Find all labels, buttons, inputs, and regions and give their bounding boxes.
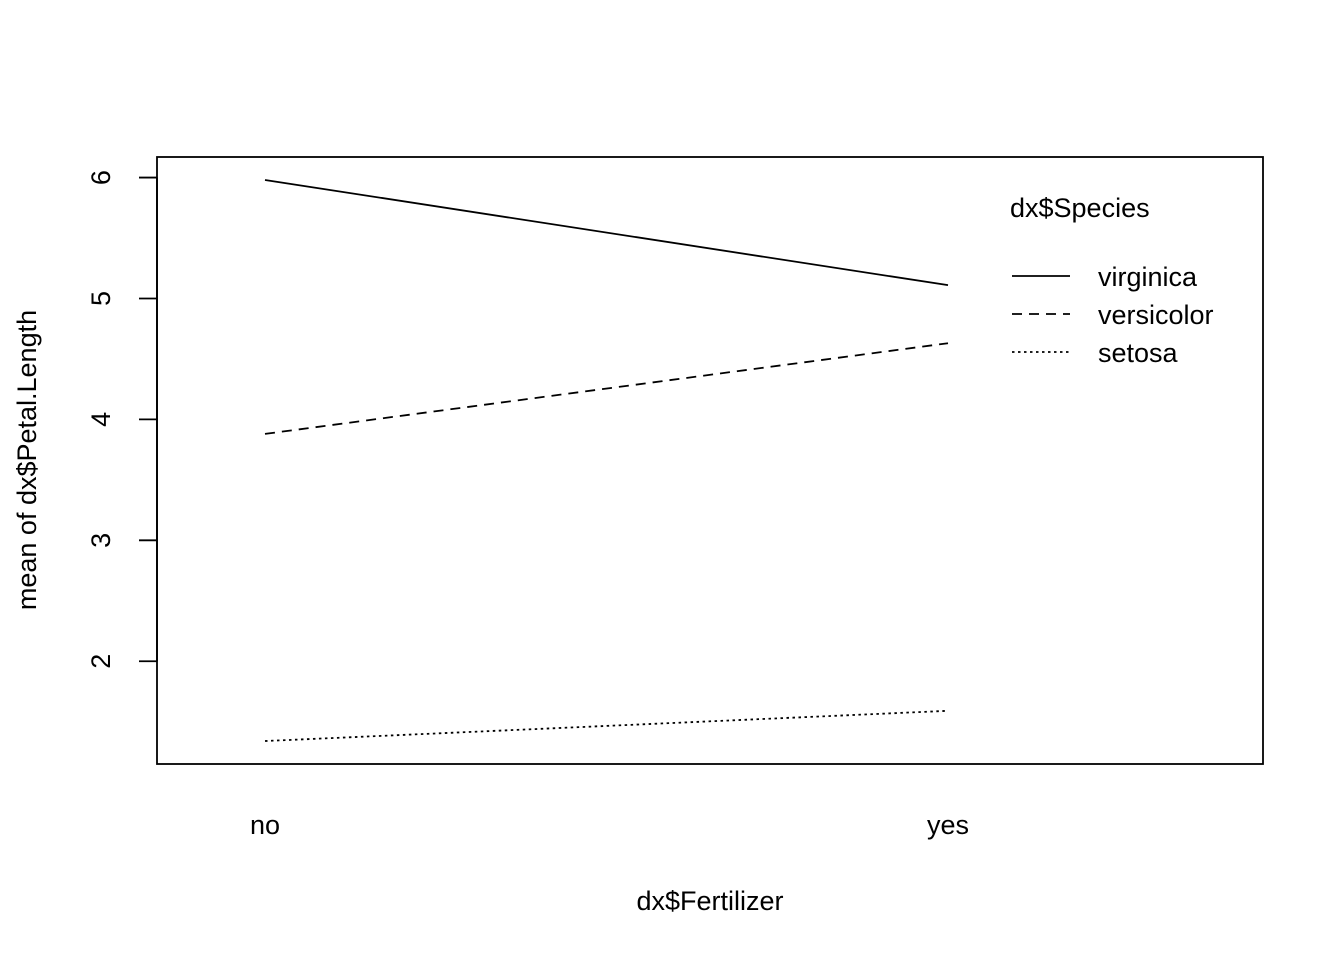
legend-title: dx$Species xyxy=(1010,193,1150,223)
y-tick-label: 5 xyxy=(86,291,116,306)
x-tick-label: yes xyxy=(927,810,969,840)
y-axis-label: mean of dx$Petal.Length xyxy=(12,310,42,610)
y-tick-label: 3 xyxy=(86,533,116,548)
y-axis: 2 3 4 5 6 xyxy=(86,170,158,669)
series-line-setosa xyxy=(264,709,949,742)
series-line-versicolor xyxy=(264,342,949,435)
legend-label-setosa: setosa xyxy=(1098,338,1179,368)
x-axis-label: dx$Fertilizer xyxy=(636,886,783,916)
x-axis: no yes xyxy=(250,810,969,840)
y-tick-label: 4 xyxy=(86,412,116,427)
series-layer xyxy=(264,179,949,742)
x-tick-label: no xyxy=(250,810,280,840)
y-tick-label: 2 xyxy=(86,654,116,669)
legend: dx$Species virginica versicolor setosa xyxy=(1010,193,1214,368)
legend-label-versicolor: versicolor xyxy=(1098,300,1214,330)
series-line-virginica xyxy=(264,179,949,287)
legend-label-virginica: virginica xyxy=(1098,262,1198,292)
y-tick-label: 6 xyxy=(86,170,116,185)
